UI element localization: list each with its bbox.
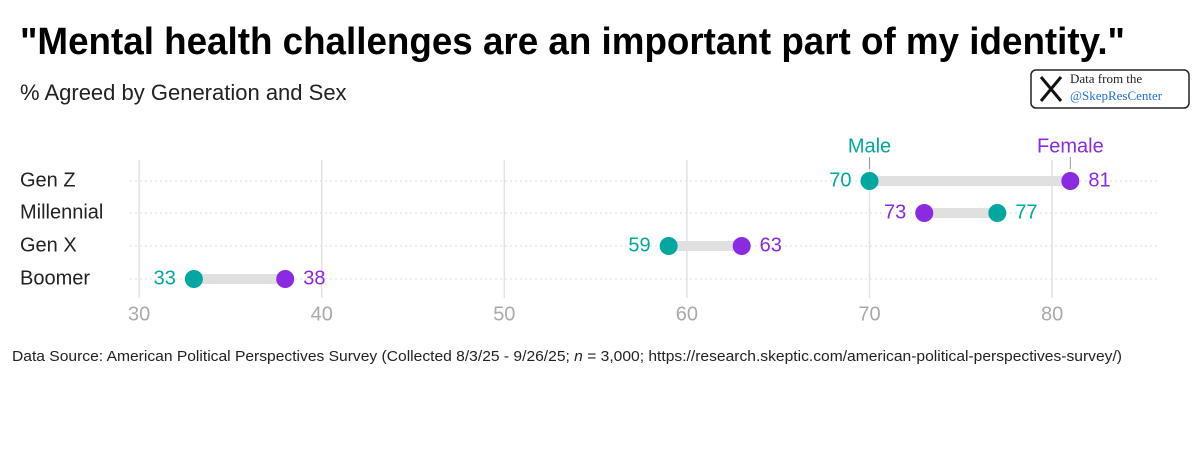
- x-tick-label: 70: [858, 303, 880, 325]
- dot: [184, 270, 203, 288]
- source-text: = 3,000; https://research.skeptic.com/am…: [583, 348, 1122, 365]
- data-label: 59: [628, 234, 650, 256]
- legend-label: Female: [1037, 135, 1104, 157]
- dot: [915, 204, 934, 222]
- badge-handle: @SkepResCenter: [1070, 88, 1163, 103]
- data-label: 73: [884, 201, 906, 223]
- x-logo: [1039, 76, 1063, 102]
- dot: [988, 204, 1007, 222]
- dot: [732, 237, 751, 255]
- chart-title: "Mental health challenges are an importa…: [20, 21, 1125, 63]
- x-tick-label: 60: [676, 303, 698, 325]
- dot: [659, 237, 678, 255]
- x-tick-label: 30: [128, 303, 150, 325]
- y-tick-label: Boomer: [20, 267, 90, 289]
- dot: [860, 172, 879, 190]
- legend-label: Male: [848, 135, 891, 157]
- data-label: 81: [1088, 169, 1110, 191]
- data-label: 38: [303, 267, 325, 289]
- x-tick-label: 80: [1041, 303, 1063, 325]
- data-label: 33: [154, 267, 176, 289]
- badge-frame: [1030, 69, 1190, 109]
- x-tick-label: 50: [493, 303, 515, 325]
- chart-subtitle: % Agreed by Generation and Sex: [20, 80, 347, 105]
- data-label: 70: [829, 169, 851, 191]
- source-note: Data Source: American Political Perspect…: [12, 348, 1122, 365]
- y-tick-label: Millennial: [20, 201, 103, 223]
- badge: Data from the @SkepResCenter: [1030, 69, 1190, 109]
- badge-text: Data from the: [1070, 71, 1142, 86]
- y-tick-label: Gen X: [20, 234, 77, 256]
- dot: [276, 270, 295, 288]
- y-tick-label: Gen Z: [20, 169, 76, 191]
- source-text: Data Source: American Political Perspect…: [12, 348, 574, 365]
- dot: [1061, 172, 1080, 190]
- data-label: 63: [760, 234, 782, 256]
- source-text: n: [574, 348, 583, 365]
- data-label: 77: [1015, 201, 1037, 223]
- x-tick-label: 40: [311, 303, 333, 325]
